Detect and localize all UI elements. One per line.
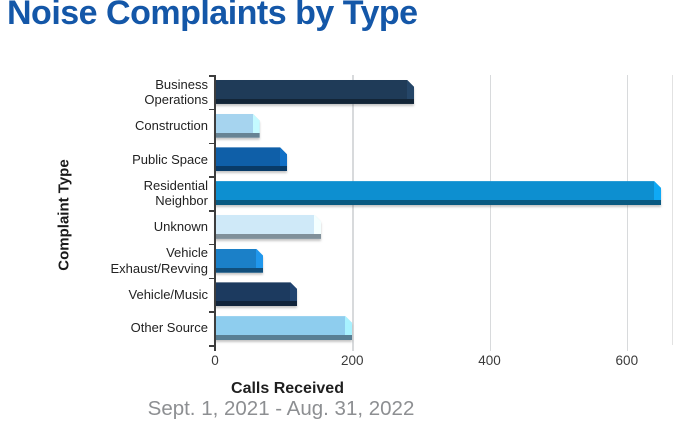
bar-shadow-edge bbox=[215, 200, 661, 205]
y-axis-tick bbox=[209, 108, 215, 111]
bar-bevel-cap bbox=[314, 215, 321, 234]
bar-residential-neighbor bbox=[215, 181, 661, 205]
bar-bevel-cap bbox=[345, 316, 352, 335]
bar-shadow-edge bbox=[215, 166, 287, 171]
x-axis-label: Calls Received bbox=[231, 380, 344, 397]
bar-bevel-cap bbox=[253, 114, 260, 133]
category-label-public-space: Public Space bbox=[132, 151, 208, 167]
chart-title: Noise Complaints by Type bbox=[7, 0, 418, 32]
x-tick-label-200: 200 bbox=[341, 353, 364, 368]
bar-vehicle-music bbox=[215, 282, 297, 306]
category-label-construction: Construction bbox=[135, 117, 208, 133]
chart-subtitle: Sept. 1, 2021 - Aug. 31, 2022 bbox=[147, 397, 415, 420]
category-label-vehicle-exhaust-revving: Vehicle Exhaust/Revving bbox=[110, 245, 208, 276]
y-axis-tick bbox=[209, 243, 215, 246]
bar-shadow-edge bbox=[215, 99, 414, 104]
bar-bevel-cap bbox=[654, 181, 661, 200]
gridline-400 bbox=[489, 75, 492, 351]
y-axis-label: Complaint Type bbox=[55, 159, 73, 271]
y-axis-tick bbox=[209, 75, 215, 77]
y-axis-line bbox=[214, 75, 216, 351]
bar-shadow-edge bbox=[215, 335, 352, 340]
category-label-vehicle-music: Vehicle/Music bbox=[128, 286, 208, 302]
bar-business-operations bbox=[215, 80, 414, 104]
x-tick-label-400: 400 bbox=[478, 353, 501, 368]
y-axis-tick bbox=[209, 277, 215, 279]
y-axis-tick bbox=[209, 142, 215, 144]
category-label-business-operations: Business Operations bbox=[144, 76, 208, 107]
category-label-other-source: Other Source bbox=[130, 320, 208, 336]
bar-bevel-cap bbox=[290, 282, 297, 301]
x-tick-label-0: 0 bbox=[211, 353, 219, 368]
bar-other-source bbox=[215, 316, 352, 340]
y-axis-tick bbox=[209, 311, 215, 313]
bar-unknown bbox=[215, 215, 321, 239]
bar-shadow-edge bbox=[215, 268, 263, 273]
plot-right-border bbox=[672, 75, 673, 345]
bar-bevel-cap bbox=[407, 80, 414, 99]
bar-bevel-cap bbox=[256, 249, 263, 268]
bar-public-space bbox=[215, 147, 287, 171]
category-label-unknown: Unknown bbox=[153, 219, 208, 235]
y-axis-tick bbox=[209, 210, 215, 212]
gridline-200 bbox=[352, 75, 354, 351]
bar-shadow-edge bbox=[215, 133, 260, 138]
x-tick-labels: 0 200 400 600 bbox=[211, 353, 668, 369]
bar-shadow-edge bbox=[215, 234, 321, 239]
bar-vehicle-exhaust-revving bbox=[215, 249, 263, 273]
category-label-residential-neighbor: Residential Neighbor bbox=[143, 177, 208, 209]
y-axis-tick bbox=[209, 176, 215, 178]
x-tick-label-600: 600 bbox=[615, 353, 639, 368]
y-axis-tick bbox=[209, 345, 215, 347]
gridline-600 bbox=[626, 75, 629, 351]
plot-area bbox=[209, 75, 673, 351]
bar-bevel-cap bbox=[280, 147, 287, 166]
bar-shadow-edge bbox=[215, 301, 297, 306]
bar-construction bbox=[215, 114, 260, 138]
